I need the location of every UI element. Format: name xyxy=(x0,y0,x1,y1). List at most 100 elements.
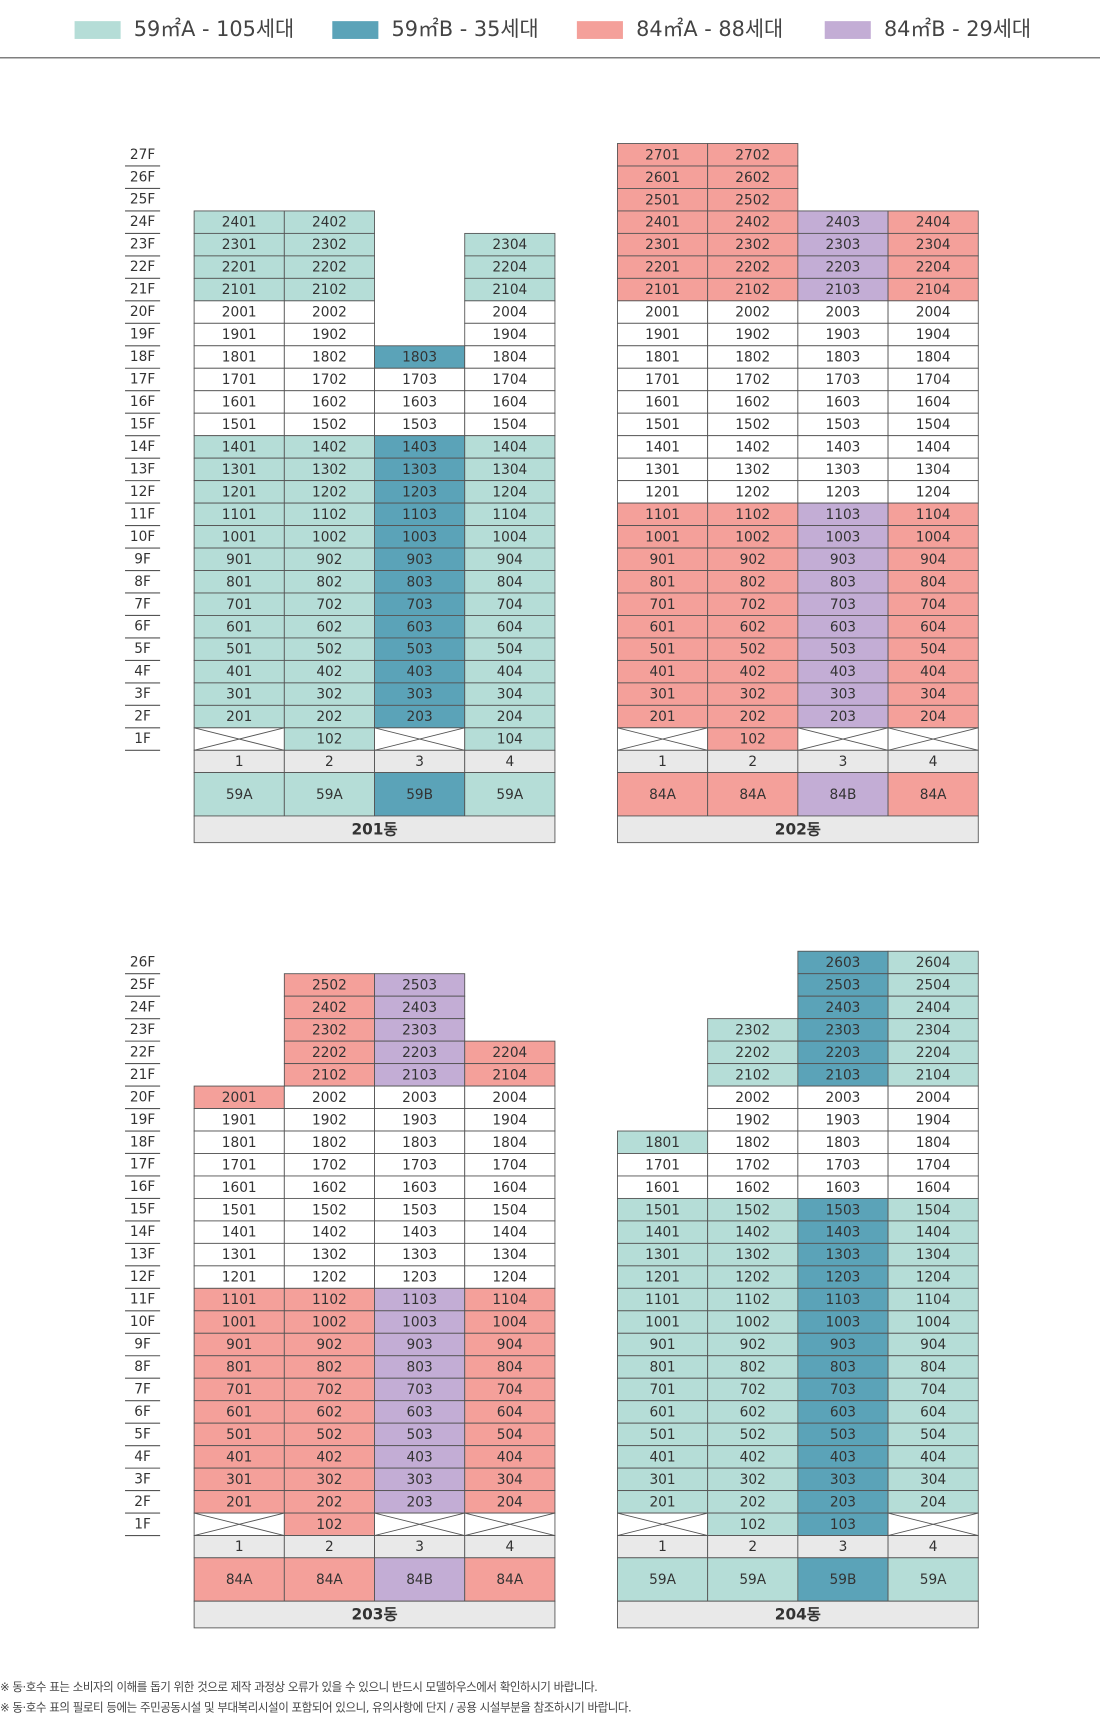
unit-number: 204 xyxy=(497,709,523,725)
unit-number: 2404 xyxy=(916,1000,951,1016)
unit-number: 1304 xyxy=(492,462,527,478)
unit-number: 1601 xyxy=(222,394,257,410)
unit-number: 902 xyxy=(740,552,766,568)
unit-number: 1201 xyxy=(222,484,257,500)
unit-number: 2302 xyxy=(312,237,347,253)
type-cell xyxy=(707,1557,799,1602)
unit-number: 301 xyxy=(226,1472,252,1488)
unit-number: 702 xyxy=(740,1382,766,1398)
unit-number: 2001 xyxy=(222,1090,257,1106)
floor-label: 15F xyxy=(130,1202,155,1218)
unit-number: 2702 xyxy=(735,147,770,163)
line-number: 3 xyxy=(839,754,848,770)
piloti-cross xyxy=(887,1512,979,1536)
unit-number: 1903 xyxy=(826,327,861,343)
unit-type: 59A xyxy=(496,787,523,803)
unit-number: 1404 xyxy=(916,1225,951,1241)
line-number: 3 xyxy=(415,1539,424,1555)
unit-number: 302 xyxy=(740,687,766,703)
unit-number: 1302 xyxy=(312,462,347,478)
unit-number: 1704 xyxy=(492,1157,527,1173)
unit-number: 401 xyxy=(226,664,252,680)
floor-label: 5F xyxy=(134,1426,151,1442)
unit-number: 2202 xyxy=(312,260,347,276)
unit-number: 901 xyxy=(226,552,252,568)
unit-number: 401 xyxy=(649,664,675,680)
unit-number: 103 xyxy=(830,1517,856,1533)
unit-number: 703 xyxy=(407,1382,433,1398)
unit-number: 1004 xyxy=(916,529,951,545)
unit-number: 2004 xyxy=(492,1090,527,1106)
unit-number: 2002 xyxy=(735,1090,770,1106)
floor-label: 17F xyxy=(130,1157,155,1173)
unit-number: 304 xyxy=(497,687,523,703)
floor-label: 11F xyxy=(130,506,155,522)
unit-type: 84A xyxy=(496,1572,523,1588)
unit-number: 1601 xyxy=(645,394,680,410)
unit-number: 404 xyxy=(920,664,946,680)
unit-number: 904 xyxy=(920,552,946,568)
unit-number: 601 xyxy=(226,619,252,635)
unit-number: 1601 xyxy=(222,1180,257,1196)
floor-label: 18F xyxy=(130,1134,155,1150)
unit-number: 2102 xyxy=(312,1067,347,1083)
unit-number: 1604 xyxy=(916,1180,951,1196)
building-name-cell xyxy=(193,815,556,844)
unit-number: 1401 xyxy=(222,1225,257,1241)
unit-type: 59A xyxy=(739,1572,766,1588)
unit-number: 704 xyxy=(497,597,523,613)
unit-number: 903 xyxy=(830,552,856,568)
unit-number: 2104 xyxy=(916,282,951,298)
floor-label: 3F xyxy=(134,1471,151,1487)
floor-label: 7F xyxy=(134,596,151,612)
unit-number: 2301 xyxy=(645,237,680,253)
unit-number: 702 xyxy=(316,1382,342,1398)
unit-number: 1703 xyxy=(826,372,861,388)
unit-number: 804 xyxy=(497,574,523,590)
unit-number: 203 xyxy=(407,709,433,725)
floor-label: 6F xyxy=(134,619,151,635)
unit-number: 1903 xyxy=(402,1112,437,1128)
unit-number: 2104 xyxy=(492,282,527,298)
piloti-cross xyxy=(464,1512,556,1536)
floor-label: 7F xyxy=(134,1381,151,1397)
unit-number: 1902 xyxy=(312,1112,347,1128)
unit-number: 1801 xyxy=(222,350,257,366)
unit-number: 1702 xyxy=(312,372,347,388)
unit-number: 902 xyxy=(316,552,342,568)
unit-number: 1004 xyxy=(492,1315,527,1331)
unit-number: 201 xyxy=(226,709,252,725)
unit-number: 1503 xyxy=(402,1202,437,1218)
floor-label: 10F xyxy=(130,1314,155,1330)
unit-number: 1504 xyxy=(916,1202,951,1218)
unit-number: 1902 xyxy=(312,327,347,343)
unit-number: 1201 xyxy=(222,1270,257,1286)
unit-number: 1203 xyxy=(826,484,861,500)
unit-number: 1804 xyxy=(916,350,951,366)
unit-number: 902 xyxy=(740,1337,766,1353)
unit-number: 902 xyxy=(316,1337,342,1353)
line-number: 3 xyxy=(415,754,424,770)
unit-type: 59A xyxy=(649,1572,676,1588)
unit-number: 604 xyxy=(497,1404,523,1420)
unit-number: 1304 xyxy=(916,1247,951,1263)
unit-number: 1702 xyxy=(735,372,770,388)
unit-number: 1701 xyxy=(222,372,257,388)
legend-label: 59㎡B - 35세대 xyxy=(392,17,539,41)
unit-number: 2403 xyxy=(826,1000,861,1016)
piloti-cross xyxy=(617,727,708,751)
unit-number: 1001 xyxy=(222,1315,257,1331)
unit-number: 2502 xyxy=(312,977,347,993)
floor-label: 24F xyxy=(130,999,155,1015)
unit-number: 201 xyxy=(649,709,675,725)
unit-number: 1701 xyxy=(222,1157,257,1173)
line-number: 1 xyxy=(235,1539,244,1555)
unit-number: 1202 xyxy=(312,1270,347,1286)
unit-number: 1404 xyxy=(492,439,527,455)
unit-number: 1501 xyxy=(645,1202,680,1218)
unit-number: 1401 xyxy=(645,439,680,455)
unit-type: 84A xyxy=(316,1572,343,1588)
unit-number: 502 xyxy=(316,642,342,658)
unit-number: 2004 xyxy=(916,305,951,321)
unit-number: 602 xyxy=(740,1404,766,1420)
